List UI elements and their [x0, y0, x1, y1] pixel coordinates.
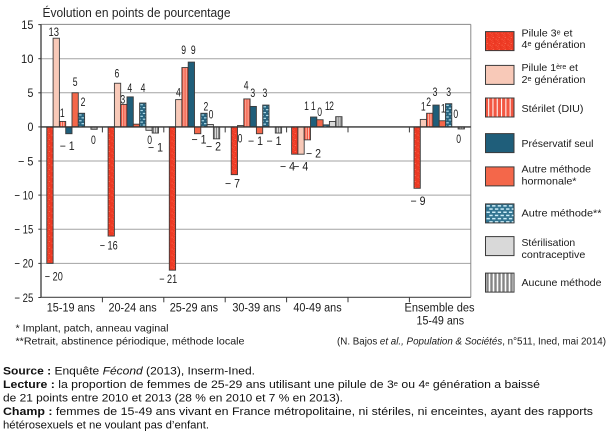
svg-text:− 5: − 5 — [18, 154, 34, 168]
svg-text:Aucune méthode: Aucune méthode — [522, 277, 602, 289]
svg-text:0: 0 — [317, 107, 322, 119]
svg-text:− 2: − 2 — [206, 142, 221, 154]
svg-text:Pilule 3e et: Pilule 3e et — [522, 27, 573, 39]
svg-text:Autre méthode: Autre méthode — [522, 163, 592, 175]
svg-text:0: 0 — [453, 109, 458, 121]
svg-text:Autre méthode**: Autre méthode** — [522, 207, 602, 219]
svg-text:2: 2 — [329, 101, 334, 113]
svg-text:− 21: − 21 — [159, 274, 177, 286]
svg-text:15-19 ans: 15-19 ans — [47, 302, 96, 314]
svg-text:− 1: − 1 — [148, 142, 163, 154]
svg-text:4: 4 — [127, 83, 132, 95]
svg-text:0: 0 — [456, 134, 461, 146]
svg-text:1: 1 — [311, 101, 316, 113]
svg-text:hormonale*: hormonale* — [522, 175, 577, 187]
svg-text:− 1: − 1 — [192, 134, 207, 146]
svg-text:− 10: − 10 — [14, 188, 33, 202]
svg-text:− 4: − 4 — [293, 162, 309, 174]
svg-text:40-49 ans: 40-49 ans — [293, 302, 342, 314]
svg-text:1: 1 — [421, 102, 426, 114]
svg-text:Lecture : la proportion de fem: Lecture : la proportion de femmes de 25-… — [3, 379, 540, 391]
svg-text:6: 6 — [115, 68, 120, 80]
svg-text:− 16: − 16 — [100, 241, 118, 253]
svg-text:15-49 ans: 15-49 ans — [417, 316, 465, 328]
svg-text:0: 0 — [209, 110, 214, 122]
svg-text:9: 9 — [191, 45, 196, 57]
svg-text:1: 1 — [304, 101, 309, 113]
svg-text:* Implant, patch, anneau vagin: * Implant, patch, anneau vaginal — [16, 324, 169, 335]
svg-text:4e génération: 4e génération — [522, 39, 586, 51]
svg-text:0: 0 — [91, 135, 96, 147]
svg-text:− 20: − 20 — [14, 257, 33, 271]
svg-text:(N. Bajos et al., Population &: (N. Bajos et al., Population & Sociétés,… — [337, 336, 606, 347]
svg-text:− 1: − 1 — [267, 136, 282, 148]
svg-text:3: 3 — [120, 95, 125, 107]
svg-text:2e génération: 2e génération — [522, 74, 586, 86]
svg-text:− 1: − 1 — [248, 136, 263, 148]
svg-text:2: 2 — [204, 102, 209, 114]
svg-text:1: 1 — [325, 101, 330, 113]
svg-text:Préservatif seul: Préservatif seul — [522, 138, 594, 150]
svg-text:Source : Enquête Fécond (2013): Source : Enquête Fécond (2013), Inserm-I… — [3, 366, 255, 378]
svg-text:− 20: − 20 — [45, 272, 63, 284]
svg-text:3: 3 — [446, 87, 451, 99]
svg-text:3: 3 — [250, 88, 255, 100]
svg-text:**Retrait, abstinence périodiq: **Retrait, abstinence périodique, méthod… — [16, 337, 245, 348]
svg-text:3: 3 — [263, 88, 268, 100]
svg-text:Ensemble des: Ensemble des — [405, 303, 475, 315]
svg-text:0: 0 — [238, 134, 243, 146]
svg-text:4: 4 — [244, 81, 249, 93]
svg-text:− 25: − 25 — [14, 291, 33, 305]
svg-text:− 9: − 9 — [411, 196, 426, 208]
svg-text:2: 2 — [81, 97, 86, 109]
svg-text:Pilule 1ère et: Pilule 1ère et — [522, 62, 579, 74]
svg-text:− 7: − 7 — [225, 179, 240, 191]
svg-text:15: 15 — [21, 18, 33, 32]
svg-text:Évolution en points de pourcen: Évolution en points de pourcentage — [43, 5, 231, 20]
svg-text:20-24 ans: 20-24 ans — [108, 302, 157, 314]
svg-text:5: 5 — [28, 86, 34, 100]
svg-text:3: 3 — [433, 87, 438, 99]
svg-text:30-39 ans: 30-39 ans — [232, 302, 281, 314]
svg-text:1: 1 — [60, 108, 65, 120]
svg-text:1: 1 — [441, 104, 446, 116]
svg-text:2: 2 — [426, 97, 431, 109]
svg-text:contraceptive: contraceptive — [522, 249, 586, 261]
svg-text:hétérosexuels et ne voulant pa: hétérosexuels et ne voulant pas d’enfant… — [3, 420, 209, 432]
svg-text:25-29 ans: 25-29 ans — [170, 302, 219, 314]
svg-text:13: 13 — [49, 27, 60, 39]
svg-text:Stérilet (DIU): Stérilet (DIU) — [522, 103, 584, 115]
svg-text:− 4: − 4 — [280, 162, 296, 174]
svg-text:4: 4 — [141, 83, 146, 95]
svg-text:0: 0 — [28, 120, 34, 134]
svg-text:10: 10 — [21, 52, 34, 66]
svg-text:9: 9 — [181, 45, 186, 57]
svg-text:− 2: − 2 — [306, 149, 321, 161]
svg-text:− 1: − 1 — [60, 141, 75, 153]
svg-text:0: 0 — [147, 135, 152, 147]
svg-text:Stérilisation: Stérilisation — [522, 237, 576, 249]
svg-text:5: 5 — [73, 77, 78, 89]
svg-text:de 21 points entre 2010 et 201: de 21 points entre 2010 et 2013 (28 % en… — [3, 393, 343, 405]
svg-text:− 15: − 15 — [14, 223, 33, 237]
svg-text:Champ : femmes de 15-49 ans vi: Champ : femmes de 15-49 ans vivant en Fr… — [3, 406, 593, 418]
svg-text:4: 4 — [176, 88, 181, 100]
